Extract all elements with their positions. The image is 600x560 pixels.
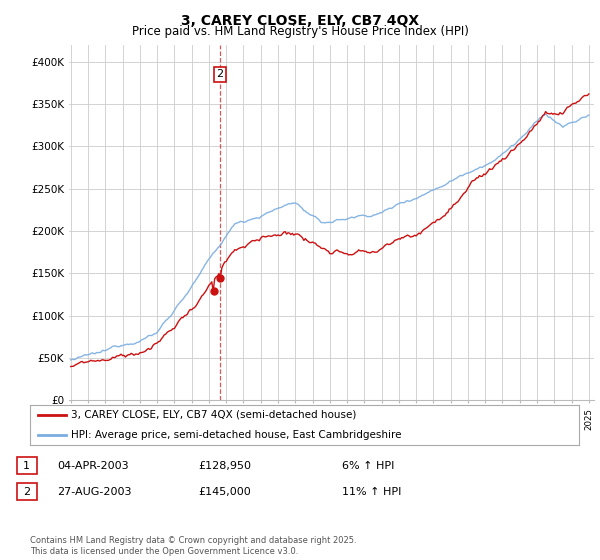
Text: 04-APR-2003: 04-APR-2003: [57, 461, 128, 471]
Text: Contains HM Land Registry data © Crown copyright and database right 2025.
This d: Contains HM Land Registry data © Crown c…: [30, 536, 356, 556]
Text: 27-AUG-2003: 27-AUG-2003: [57, 487, 131, 497]
Text: 2: 2: [23, 487, 30, 497]
Text: 2: 2: [217, 69, 224, 80]
Text: 1: 1: [23, 461, 30, 471]
Text: HPI: Average price, semi-detached house, East Cambridgeshire: HPI: Average price, semi-detached house,…: [71, 430, 401, 440]
Text: 3, CAREY CLOSE, ELY, CB7 4QX: 3, CAREY CLOSE, ELY, CB7 4QX: [181, 14, 419, 28]
Text: 6% ↑ HPI: 6% ↑ HPI: [342, 461, 394, 471]
Text: Price paid vs. HM Land Registry's House Price Index (HPI): Price paid vs. HM Land Registry's House …: [131, 25, 469, 38]
Text: £145,000: £145,000: [198, 487, 251, 497]
Text: £128,950: £128,950: [198, 461, 251, 471]
Text: 11% ↑ HPI: 11% ↑ HPI: [342, 487, 401, 497]
Text: 3, CAREY CLOSE, ELY, CB7 4QX (semi-detached house): 3, CAREY CLOSE, ELY, CB7 4QX (semi-detac…: [71, 410, 356, 420]
